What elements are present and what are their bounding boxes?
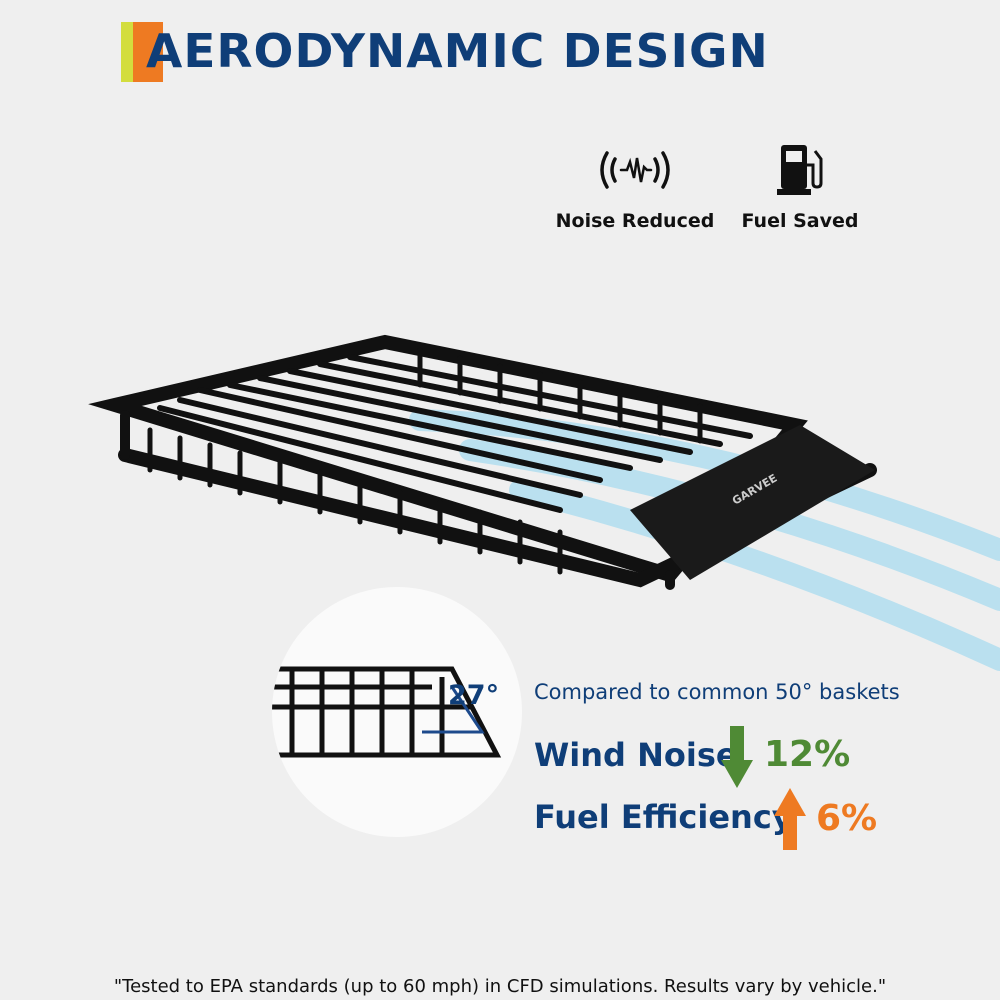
page-title: AERODYNAMIC DESIGN — [146, 24, 769, 78]
comparison-caption: Compared to common 50° baskets — [534, 680, 900, 704]
wind-fairing — [630, 425, 875, 580]
arrow-up-icon — [774, 788, 806, 850]
roof-rack-image: GARVEE — [88, 334, 1000, 671]
fuel-efficiency-label: Fuel Efficiency — [534, 798, 793, 836]
feature-fuel-saved: Fuel Saved — [715, 140, 885, 232]
fuel-efficiency-value: 6% — [816, 798, 878, 839]
fuel-pump-icon — [715, 140, 885, 200]
footnote: "Tested to EPA standards (up to 60 mph) … — [113, 976, 887, 997]
accent-bar-orange — [133, 22, 163, 82]
angle-label: 27° — [448, 680, 500, 711]
zoom-detail-circle — [272, 587, 522, 837]
arrow-down-icon — [721, 726, 753, 788]
wind-noise-value: 12% — [764, 734, 851, 775]
accent-bar-yellow — [121, 22, 135, 82]
angle-detail-image — [272, 666, 502, 758]
sound-wave-icon — [550, 140, 720, 200]
wind-noise-label: Wind Noise — [534, 736, 738, 774]
feature-noise-reduced: Noise Reduced — [550, 140, 720, 232]
